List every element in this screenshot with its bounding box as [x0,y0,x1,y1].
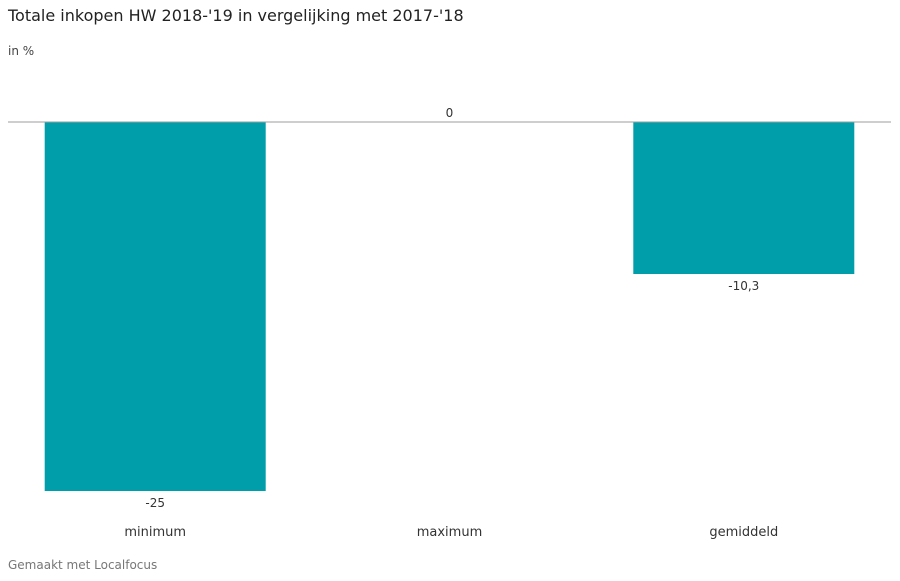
chart-title: Totale inkopen HW 2018-'19 in vergelijki… [8,6,464,25]
value-label-maximum: 0 [446,106,454,120]
value-label-gemiddeld: -10,3 [728,279,759,293]
category-label-gemiddeld: gemiddeld [709,525,778,540]
category-label-maximum: maximum [417,525,483,540]
bar-minimum [44,122,266,491]
value-labels-group: -25 0 -10,3 [145,106,759,510]
bar-gemiddeld [633,122,855,274]
bars-group [44,122,855,491]
value-label-minimum: -25 [145,496,165,510]
category-labels-group: minimum maximum gemiddeld [124,525,778,540]
chart-subtitle: in % [8,44,35,58]
source-credit: Gemaakt met Localfocus [8,558,158,572]
category-label-minimum: minimum [124,525,186,540]
